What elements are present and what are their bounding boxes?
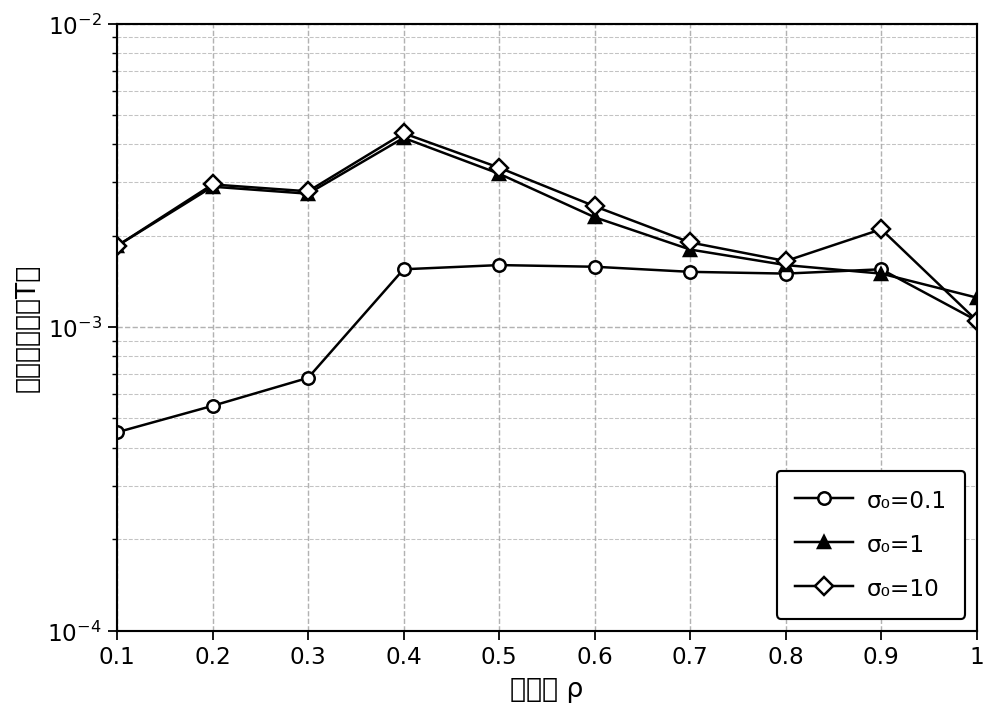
σ₀=0.1 bbox=[302, 374, 314, 382]
σ₀=10 bbox=[684, 238, 696, 247]
σ₀=1 bbox=[589, 213, 601, 222]
Line: σ₀=0.1: σ₀=0.1 bbox=[111, 259, 983, 439]
σ₀=1 bbox=[397, 134, 409, 142]
σ₀=1 bbox=[111, 242, 123, 251]
σ₀=0.1 bbox=[589, 263, 601, 271]
Line: σ₀=10: σ₀=10 bbox=[111, 127, 983, 327]
σ₀=0.1 bbox=[493, 261, 505, 270]
σ₀=10 bbox=[493, 164, 505, 173]
Line: σ₀=1: σ₀=1 bbox=[111, 132, 983, 304]
σ₀=1 bbox=[779, 261, 791, 270]
σ₀=1 bbox=[875, 270, 887, 279]
σ₀=1 bbox=[302, 190, 314, 198]
σ₀=1 bbox=[207, 183, 219, 192]
σ₀=10 bbox=[111, 242, 123, 251]
σ₀=0.1 bbox=[397, 266, 409, 274]
σ₀=10 bbox=[207, 180, 219, 189]
σ₀=10 bbox=[875, 226, 887, 234]
σ₀=0.1 bbox=[207, 402, 219, 410]
σ₀=10 bbox=[589, 203, 601, 211]
σ₀=10 bbox=[970, 316, 982, 325]
σ₀=0.1 bbox=[970, 316, 982, 325]
Legend: σ₀=0.1, σ₀=1, σ₀=10: σ₀=0.1, σ₀=1, σ₀=10 bbox=[776, 471, 965, 619]
σ₀=1 bbox=[684, 246, 696, 254]
σ₀=10 bbox=[779, 257, 791, 266]
σ₀=10 bbox=[397, 130, 409, 138]
σ₀=0.1 bbox=[779, 270, 791, 279]
σ₀=1 bbox=[493, 170, 505, 178]
σ₀=0.1 bbox=[111, 428, 123, 437]
σ₀=1 bbox=[970, 294, 982, 302]
Y-axis label: 计算复杂度（T）: 计算复杂度（T） bbox=[14, 263, 40, 392]
σ₀=0.1 bbox=[875, 266, 887, 274]
X-axis label: 采样比 ρ: 采样比 ρ bbox=[510, 676, 584, 702]
σ₀=10 bbox=[302, 188, 314, 196]
σ₀=0.1 bbox=[684, 268, 696, 276]
